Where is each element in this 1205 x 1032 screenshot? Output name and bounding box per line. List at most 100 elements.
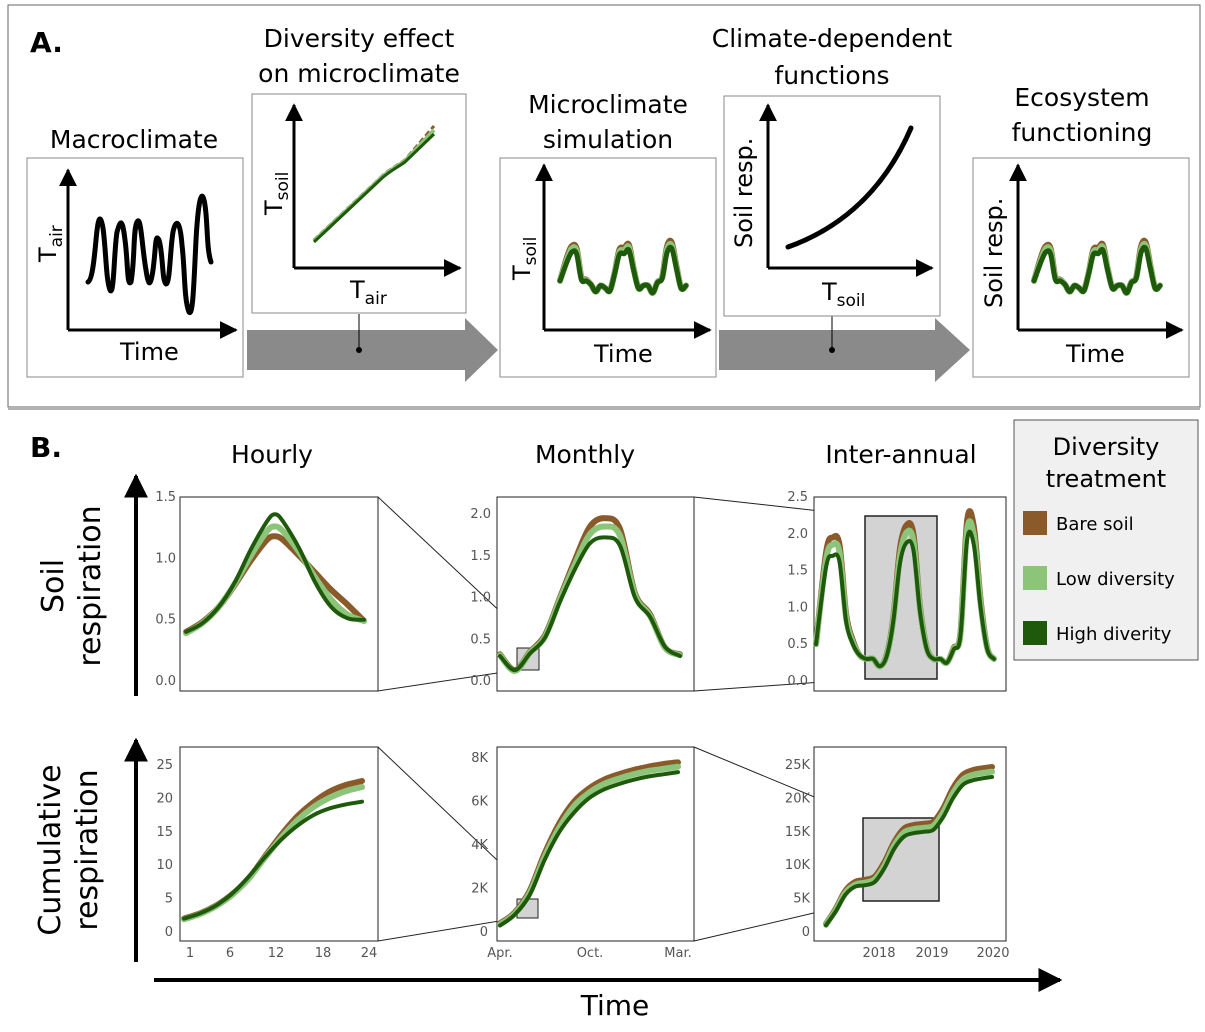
y-tick-label: 15: [156, 825, 173, 840]
legend-label-high: High diverity: [1056, 624, 1172, 645]
y-axis-label: Soil resp.: [980, 198, 1008, 308]
panel-a-label: A.: [30, 26, 63, 59]
series-line-2: [814, 529, 996, 669]
mini-series-ecosystem: [1031, 237, 1163, 296]
air-temperature-curve: [85, 193, 214, 316]
box-title-line2: simulation: [543, 125, 673, 154]
y-tick-label: 1.5: [787, 564, 808, 579]
chart-inter-annual-cumulative-respiration: 0 5K 10K 15K 20K 25K 2018 2019 2020: [785, 758, 1010, 961]
y-tick-label: 1.5: [470, 549, 491, 564]
y-tick-label: 5: [165, 892, 173, 907]
row-label-soil: Soil: [36, 559, 71, 613]
exponential-curve: [785, 125, 914, 250]
legend-swatch-high: [1023, 621, 1047, 645]
x-axis-label: Time: [1065, 340, 1125, 368]
x-tick-label: 1: [186, 946, 194, 961]
high-diversity-line: [312, 132, 436, 244]
box-title-line1: Microclimate: [528, 90, 688, 119]
x-tick-label: Oct.: [577, 946, 604, 961]
y-tick-label: 1.5: [155, 490, 176, 505]
connector-dot-1: [356, 347, 362, 353]
y-tick-label: 25K: [785, 758, 811, 773]
charts-layer: 0.0 0.5 1.0 1.5 0.0 0.5 1.0 1.5 2.0 0.0 0.5 1.0 1.5 2…: [155, 490, 1009, 961]
diversity-effect-box: Diversity effect on microclimate Tsoil T…: [251, 24, 467, 314]
legend-swatch-low: [1023, 566, 1047, 590]
box-title-line2: on microclimate: [258, 59, 460, 88]
box-title: Macroclimate: [50, 125, 218, 154]
connector-dot-2: [829, 347, 835, 353]
x-tick-label: 2019: [915, 946, 948, 961]
ecosystem-functioning-box: Ecosystem functioning Soil resp. Time: [972, 83, 1190, 378]
y-tick-label: 0.0: [155, 674, 176, 689]
panel-a-frame: [7, 4, 1201, 408]
series-line-2: [184, 512, 366, 634]
climate-dependent-functions-box: Climate-dependent functions Soil resp. T…: [712, 24, 953, 317]
legend-title-line1: Diversity: [1053, 433, 1160, 461]
y-tick-label: 4K: [471, 838, 488, 853]
box-title-line1: Climate-dependent: [712, 24, 953, 53]
y-tick-label: 2K: [471, 882, 488, 897]
y-tick-label: 1.0: [470, 591, 491, 606]
chart-hourly-cumulative-respiration: 0 5 10 15 20 25 1 6 12 18 24: [156, 758, 377, 961]
chart-monthly-soil-respiration: 0.0 0.5 1.0 1.5 2.0: [470, 507, 683, 689]
chart-monthly-cumulative-respiration: 0 2K 4K 6K 8K Apr. Oct. Mar.: [471, 751, 692, 961]
y-tick-label: 0.0: [470, 674, 491, 689]
row-label-cumulative: Cumulative: [33, 764, 68, 935]
x-tick-label: 12: [268, 946, 285, 961]
x-axis-label: Time: [593, 340, 653, 368]
y-axis-label: Tsoil: [508, 237, 541, 281]
legend-swatch-bare: [1023, 511, 1047, 535]
y-tick-label: 0: [480, 925, 488, 940]
macroclimate-box: Macroclimate Tair Time: [26, 125, 244, 378]
y-tick-label: 2.0: [787, 527, 808, 542]
y-tick-label: 1.0: [787, 600, 808, 615]
legend-title-line2: treatment: [1046, 465, 1166, 493]
x-tick-label: 18: [315, 946, 332, 961]
legend-label-bare: Bare soil: [1056, 514, 1134, 535]
y-axis-label: Tair: [34, 225, 67, 263]
row-label-respiration: respiration: [73, 505, 108, 666]
x-tick-label: 24: [361, 946, 378, 961]
column-title-hourly: Hourly: [231, 440, 313, 469]
mini-series-microclimate: [557, 237, 689, 296]
box-title-line2: functioning: [1012, 118, 1153, 147]
x-axis-label: Tsoil: [821, 278, 865, 311]
series-line-2: [182, 799, 364, 921]
box-title-line1: Ecosystem: [1014, 83, 1149, 112]
y-axis-label: Soil resp.: [730, 138, 758, 248]
column-title-monthly: Monthly: [535, 440, 635, 469]
y-tick-label: 0: [165, 925, 173, 940]
y-tick-label: 0.5: [155, 613, 176, 628]
y-tick-label: 20K: [785, 791, 811, 806]
box-title-line2: functions: [774, 61, 889, 90]
y-tick-label: 2.5: [787, 490, 808, 505]
y-tick-label: 0.0: [787, 674, 808, 689]
y-tick-label: 20: [156, 791, 173, 806]
box-title-line1: Diversity effect: [264, 24, 455, 53]
x-tick-label: Mar.: [664, 946, 691, 961]
process-arrow-1: [247, 318, 498, 382]
mini-series-line-2: [1031, 244, 1163, 296]
y-tick-label: 1.0: [155, 551, 176, 566]
chart-inter-annual-soil-respiration: 0.0 0.5 1.0 1.5 2.0 2.5: [787, 490, 997, 689]
panel-b-label: B.: [30, 431, 62, 464]
chart-hourly-soil-respiration: 0.0 0.5 1.0 1.5: [155, 490, 367, 689]
y-tick-label: 10K: [785, 858, 811, 873]
mini-series-line-2: [557, 244, 689, 296]
y-tick-label: 0: [802, 925, 810, 940]
y-axis-label: Tsoil: [260, 172, 293, 216]
legend: Diversity treatment Bare soil Low divers…: [1013, 419, 1199, 661]
y-tick-label: 25: [156, 758, 173, 773]
chart-frame-monthly-cum: [496, 746, 695, 942]
x-tick-label: Apr.: [487, 946, 512, 961]
x-axis-label: Time: [119, 338, 179, 366]
process-arrow-2: [719, 318, 970, 382]
x-tick-label: 2020: [976, 946, 1009, 961]
series-line-2: [498, 770, 680, 928]
y-tick-label: 10: [156, 858, 173, 873]
microclimate-simulation-box: Microclimate simulation Tsoil Time: [499, 90, 717, 378]
x-axis-label: Tair: [349, 276, 387, 309]
series-line-2: [498, 535, 682, 673]
time-axis-label: Time: [580, 989, 650, 1022]
